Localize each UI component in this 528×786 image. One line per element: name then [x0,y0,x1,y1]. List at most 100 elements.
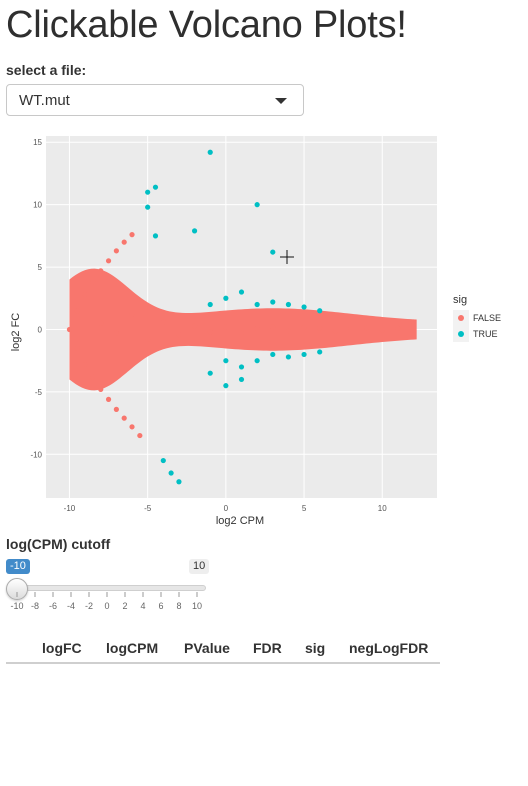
data-point-false[interactable] [98,268,104,274]
data-point-false[interactable] [317,325,323,331]
column-header-neglogfdr[interactable]: negLogFDR [349,640,429,656]
data-point-true[interactable] [270,299,276,305]
slider-min-value: -10 [6,559,30,574]
data-point-false[interactable] [145,336,151,343]
data-point-false[interactable] [191,323,198,329]
plot-axes: -10 -5 0 5 10 15 10 5 0 -5 -10 [30,138,387,513]
data-point-false[interactable] [113,406,119,412]
data-point-false[interactable] [74,345,80,351]
data-point-false[interactable] [129,311,135,318]
data-point-true[interactable] [317,349,323,355]
data-point-false[interactable] [238,330,245,336]
data-point-true[interactable] [301,304,307,310]
legend-label-false: FALSE [473,313,501,323]
x-tick-label: -5 [144,504,152,513]
data-point-true[interactable] [238,364,245,370]
data-point-false[interactable] [121,239,127,245]
slider-track[interactable] [8,585,206,591]
slider-tick-label: 6 [158,601,163,611]
data-point-false[interactable] [82,361,88,368]
data-point-false[interactable] [270,324,276,330]
data-point-true[interactable] [152,233,159,239]
x-tick-label: 10 [378,504,387,513]
data-point-true[interactable] [223,383,229,389]
legend-dot-true [458,331,464,337]
file-select-label: select a file: [6,62,87,78]
data-point-false[interactable] [223,324,229,330]
data-point-false[interactable] [90,279,96,285]
y-tick-label: -10 [30,450,42,459]
data-point-true[interactable] [223,295,229,301]
y-tick-label: 5 [38,263,43,272]
slider-handle[interactable] [6,578,28,600]
column-header-fdr[interactable]: FDR [253,640,282,656]
data-point-true[interactable] [160,457,166,464]
column-header-sig[interactable]: sig [305,640,326,656]
data-point-true[interactable] [270,249,276,255]
data-point-false[interactable] [395,325,401,331]
data-point-true[interactable] [207,149,213,155]
data-point-true[interactable] [270,351,276,358]
data-point-false[interactable] [121,415,127,421]
data-point-true[interactable] [285,354,292,360]
data-point-false[interactable] [66,326,73,333]
data-point-true[interactable] [254,358,260,364]
data-point-true[interactable] [238,289,245,295]
data-point-false[interactable] [332,328,338,334]
data-point-true[interactable] [168,470,174,476]
column-header-logcpm[interactable]: logCPM [106,640,159,656]
data-point-true[interactable] [254,301,260,308]
data-point-true[interactable] [285,301,292,308]
data-point-false[interactable] [105,258,112,264]
data-point-false[interactable] [129,232,135,238]
data-point-true[interactable] [191,228,198,234]
data-point-false[interactable] [129,424,135,430]
column-header-pvalue[interactable]: PValue [184,640,230,656]
false-points-cloud [69,268,417,391]
data-point-true[interactable] [152,184,159,190]
data-point-false[interactable] [379,327,385,333]
data-point-true[interactable] [317,308,323,314]
table-header: logFC logCPM PValue FDR sig negLogFDR [6,636,440,664]
data-point-true[interactable] [207,301,213,308]
data-point-false[interactable] [90,374,96,380]
data-point-false[interactable] [410,319,417,325]
data-point-false[interactable] [301,325,307,331]
chevron-down-icon [275,98,287,104]
data-point-false[interactable] [254,325,260,331]
slider-tick-label: 2 [122,601,127,611]
data-point-false[interactable] [137,432,143,439]
data-point-false[interactable] [105,396,112,402]
data-point-true[interactable] [238,376,245,383]
data-point-false[interactable] [285,328,292,334]
y-tick-label: 0 [38,325,43,334]
data-point-false[interactable] [176,331,182,338]
slider-max-value: 10 [189,559,210,574]
column-header-logfc[interactable]: logFC [42,640,82,656]
slider-tick-label: 4 [140,601,145,611]
data-point-false[interactable] [364,325,370,331]
slider-tick-label: -4 [67,601,75,611]
x-tick-label: 5 [302,504,307,513]
file-select-value: WT.mut [19,92,70,109]
data-point-false[interactable] [113,248,119,254]
data-point-false[interactable] [98,386,104,392]
data-point-true[interactable] [145,204,151,210]
data-point-true[interactable] [145,189,151,195]
data-point-false[interactable] [98,320,104,326]
cpm-cutoff-slider[interactable]: -10 10 -10 -8 -6 -4 -2 0 2 4 6 8 10 [0,554,220,624]
data-point-true[interactable] [207,370,213,376]
data-point-false[interactable] [207,329,213,335]
data-point-false[interactable] [113,330,119,336]
file-select[interactable]: WT.mut [6,84,304,116]
data-point-true[interactable] [176,479,182,485]
data-point-false[interactable] [160,319,166,325]
data-point-true[interactable] [223,358,229,364]
data-point-false[interactable] [74,308,80,314]
data-point-true[interactable] [301,351,307,358]
data-point-true[interactable] [254,202,260,208]
data-point-false[interactable] [82,291,88,298]
volcano-plot[interactable]: -10 -5 0 5 10 15 10 5 0 -5 -10 log2 CPM log2 FC si… [0,130,528,530]
plot-points [66,149,417,485]
data-point-false[interactable] [348,326,354,332]
